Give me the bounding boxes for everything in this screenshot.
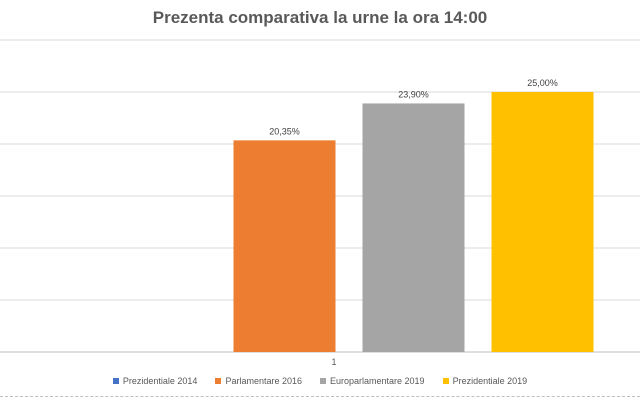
legend-item: Europarlamentare 2019 xyxy=(320,376,425,386)
data-label: 20,35% xyxy=(269,126,300,136)
bar xyxy=(233,140,336,352)
chart-title: Prezenta comparativa la urne la ora 14:0… xyxy=(152,8,488,27)
bottom-divider xyxy=(0,396,640,398)
x-tick-label: 1 xyxy=(331,357,336,367)
legend-label: Europarlamentare 2019 xyxy=(330,376,425,386)
legend-label: Prezidentiale 2014 xyxy=(122,376,198,386)
legend-swatch xyxy=(442,378,449,384)
legend-swatch xyxy=(112,378,119,384)
bar xyxy=(491,92,594,352)
chart-legend: Prezidentiale 2014 Parlamentare 2016 Europ… xyxy=(0,376,640,386)
legend-label: Prezidentiale 2019 xyxy=(452,376,528,386)
data-label: 25,00% xyxy=(527,78,558,88)
data-label: 23,90% xyxy=(398,89,429,99)
bar xyxy=(362,103,465,352)
legend-item: Prezidentiale 2014 xyxy=(112,376,198,386)
legend-swatch xyxy=(320,378,326,384)
legend-label: Parlamentare 2016 xyxy=(225,376,302,386)
legend-item: Prezidentiale 2019 xyxy=(442,376,528,386)
legend-swatch xyxy=(215,378,222,384)
legend-item: Parlamentare 2016 xyxy=(215,376,302,386)
